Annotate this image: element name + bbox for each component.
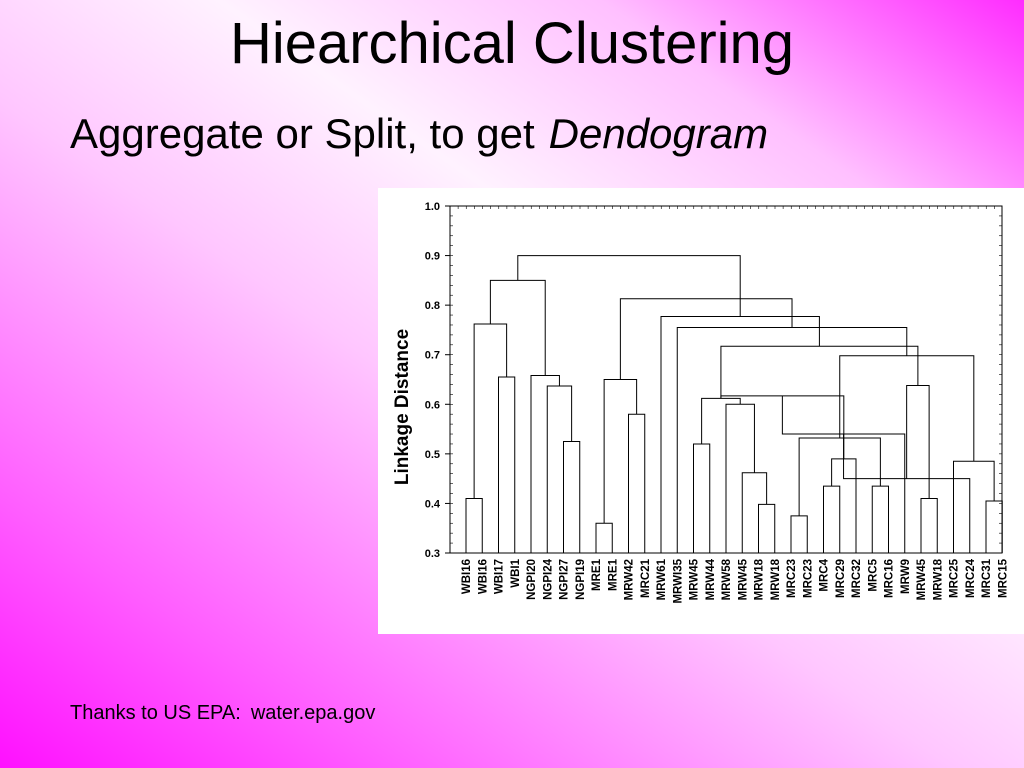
leaf-label: MRW42	[624, 559, 636, 600]
slide-subtitle: Aggregate or Split, to get Dendogram	[70, 110, 768, 158]
dendrogram-link	[563, 440, 581, 553]
y-tick-label: 0.6	[425, 399, 440, 411]
leaf-label: WBI17	[494, 559, 506, 594]
leaf-label: MRC32	[851, 559, 863, 598]
y-tick-label: 0.8	[425, 300, 440, 312]
leaf-label: MRC21	[640, 558, 652, 598]
dendrogram-link	[498, 376, 516, 553]
dendrogram-link	[701, 397, 741, 444]
leaf-label: MRW61	[656, 558, 668, 600]
dendrogram-link	[823, 485, 841, 553]
credit-line: Thanks to US EPA: water.epa.gov	[70, 702, 375, 725]
leaf-label: MRC23	[802, 559, 814, 598]
dendrogram-link	[843, 434, 971, 553]
dendrogram-link	[489, 279, 546, 376]
leaf-label: MRC24	[965, 558, 977, 598]
dendrogram-link	[953, 460, 995, 553]
dendrogram-link	[920, 497, 938, 553]
leaf-label: MRW18	[770, 558, 782, 600]
credit-url: water.epa.gov	[250, 702, 376, 724]
leaf-label: MRW44	[705, 558, 717, 600]
dendrogram-link	[720, 345, 919, 399]
dendrogram-link	[619, 298, 793, 380]
leaf-label: MRC15	[997, 558, 1009, 598]
leaf-label: MRC23	[786, 559, 798, 598]
dendrogram-link	[660, 316, 820, 553]
y-tick-label: 0.5	[425, 449, 440, 461]
leaf-label: MRE1	[607, 558, 619, 591]
leaf-label: MRC29	[835, 559, 847, 598]
subtitle-text: Aggregate or Split, to get	[70, 110, 535, 157]
leaf-label: NGPI24	[542, 558, 554, 600]
leaf-label: MRW9	[900, 559, 912, 594]
leaf-label: MRWI35	[672, 558, 684, 603]
dendrogram-link	[871, 485, 889, 553]
leaf-label: NGPI20	[526, 559, 538, 600]
y-tick-label: 0.9	[425, 251, 440, 263]
dendrogram-link	[758, 503, 776, 553]
dendrogram-link	[693, 443, 711, 553]
dendrogram-link	[985, 500, 1003, 553]
leaf-label: MRW18	[932, 558, 944, 600]
dendrogram-link	[676, 326, 908, 553]
leaf-label: MRE1	[591, 558, 603, 591]
dendrogram-link	[628, 413, 646, 553]
y-tick-label: 0.7	[425, 350, 440, 362]
leaf-label: WBI16	[461, 559, 473, 594]
leaf-label: MRW45	[689, 558, 701, 600]
slide-title: Hiearchical Clustering	[229, 11, 795, 76]
y-tick-label: 0.4	[425, 498, 441, 510]
dendrogram-link	[741, 472, 768, 553]
dendrogram-link	[725, 403, 755, 553]
dendrogram-link	[546, 385, 573, 553]
dendrogram-link	[465, 497, 483, 553]
dendrogram-link	[473, 323, 508, 499]
leaf-label: MRW18	[754, 558, 766, 600]
leaf-label: NGPI19	[575, 559, 587, 600]
leaf-label: WBI1	[510, 558, 522, 587]
y-tick-label: 0.3	[425, 548, 440, 560]
dendrogram-link	[906, 384, 930, 499]
dendrogram-link	[517, 255, 741, 317]
leaf-label: MRW58	[721, 558, 733, 600]
y-tick-label: 1.0	[425, 201, 440, 213]
leaf-label: MRC16	[884, 559, 896, 598]
dendrogram-link	[839, 355, 975, 462]
leaf-label: MRC4	[819, 558, 831, 591]
dendrogram-link	[790, 515, 808, 553]
leaf-label: MRC25	[949, 558, 961, 598]
leaf-label: NGPI27	[559, 559, 571, 600]
credit-label: Thanks to US EPA:	[70, 702, 241, 724]
dendrogram-chart: 1.0 0.9 0.8 0.7 0.6 0.5 0.4 0.3 WBI16 WBI16 WBI17…	[392, 201, 1009, 604]
subtitle-emphasis: Dendogram	[548, 110, 769, 157]
leaf-label: MRC31	[981, 558, 993, 598]
dendrogram-link	[530, 375, 560, 553]
dendrogram-link	[595, 522, 613, 553]
leaf-label: MRW45	[916, 558, 928, 600]
y-axis-label: Linkage Distance	[392, 329, 413, 485]
leaf-label: MRW45	[737, 558, 749, 600]
leaf-label: WBI16	[477, 559, 489, 594]
dendrogram-link	[603, 379, 638, 524]
leaf-label: MRC5	[867, 558, 879, 591]
dendrogram-chart-panel: 1.0 0.9 0.8 0.7 0.6 0.5 0.4 0.3 WBI16 WBI16 WBI17…	[378, 188, 1024, 634]
